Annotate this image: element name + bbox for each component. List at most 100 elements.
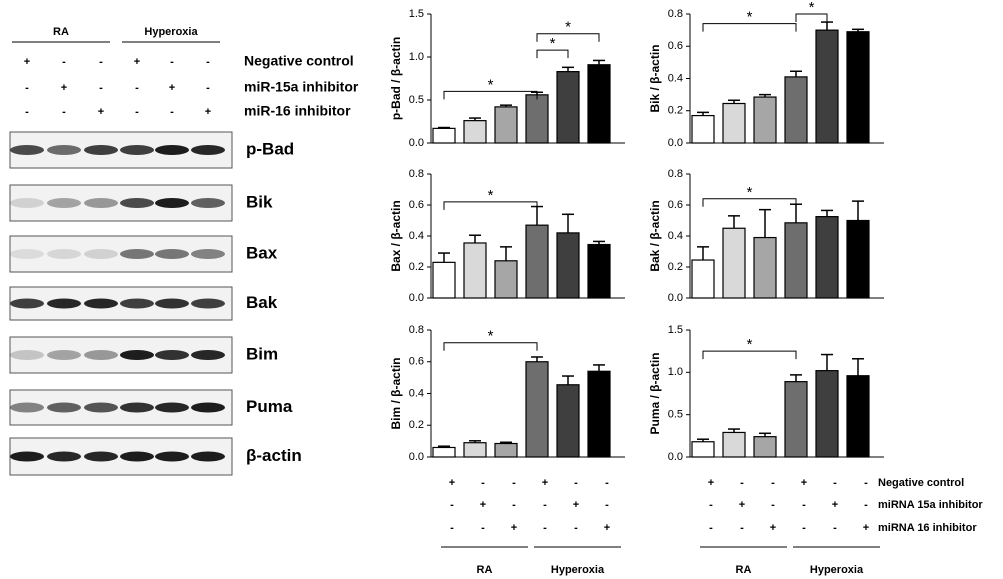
treatment-label: miR-16 inhibitor: [244, 103, 351, 119]
blot-band: [120, 249, 154, 259]
error-bar: [593, 60, 605, 64]
bar: [588, 245, 610, 298]
y-tick-label: 0.0: [409, 451, 424, 463]
y-tick-label: 0.2: [668, 261, 683, 273]
y-tick-label: 0.8: [409, 324, 424, 336]
blot-band: [155, 145, 189, 155]
treatment-mark: +: [832, 499, 838, 511]
y-tick-label: 0.2: [668, 105, 683, 117]
bar: [816, 30, 838, 143]
treatment-mark: -: [25, 82, 29, 94]
blot-band: [10, 249, 44, 259]
y-tick-label: 1.0: [409, 51, 424, 63]
bar: [433, 128, 455, 143]
bar: [816, 371, 838, 457]
blot-band: [10, 145, 44, 155]
bar: [785, 77, 807, 143]
treatment-label: miR-15a inhibitor: [244, 79, 359, 95]
error-bar: [562, 376, 574, 385]
treatment-mark: +: [739, 499, 745, 511]
band-label: Puma: [246, 397, 293, 416]
band-label: Bak: [246, 293, 278, 312]
treatment-mark: -: [709, 499, 713, 511]
bar: [723, 103, 745, 143]
error-bar: [821, 22, 833, 30]
bar: [785, 223, 807, 298]
error-bar: [790, 375, 802, 382]
blot-band: [155, 249, 189, 259]
error-bar: [438, 253, 450, 262]
blot-band: [10, 403, 44, 413]
y-tick-label: 0.5: [409, 94, 424, 106]
blot-band: [191, 249, 225, 259]
treatment-mark: +: [169, 82, 175, 94]
error-bar: [852, 359, 864, 376]
band-label: Bik: [246, 192, 273, 211]
blot-band: [191, 403, 225, 413]
bar: [785, 382, 807, 457]
y-tick-label: 0.4: [409, 230, 424, 242]
error-bar: [821, 210, 833, 216]
y-tick-label: 0.8: [409, 168, 424, 180]
blot-band: [120, 403, 154, 413]
bar: [557, 233, 579, 298]
y-tick-label: 0.5: [668, 409, 683, 421]
blot-band: [10, 452, 44, 462]
bar: [526, 225, 548, 298]
bar: [692, 260, 714, 298]
blot-band: [84, 249, 118, 259]
treatment-label: miRNA 16 inhibitor: [878, 522, 977, 534]
error-bar: [500, 247, 512, 261]
bar: [754, 437, 776, 457]
treatment-mark: +: [863, 522, 869, 534]
blot-band: [84, 299, 118, 309]
bar: [495, 107, 517, 143]
y-axis-label: Bak / β-actin: [648, 200, 662, 271]
bar: [588, 371, 610, 457]
blot-band: [10, 350, 44, 360]
treatment-mark: +: [573, 499, 579, 511]
band-label: p-Bad: [246, 139, 294, 158]
treatment-mark: -: [512, 499, 516, 511]
bar: [588, 65, 610, 143]
y-tick-label: 0.2: [409, 261, 424, 273]
blot-band: [84, 403, 118, 413]
blot-band: [47, 249, 81, 259]
blot-band: [155, 198, 189, 208]
blot-group-label: RA: [53, 26, 69, 38]
blot-band: [191, 198, 225, 208]
bar: [723, 228, 745, 298]
treatment-mark: -: [864, 499, 868, 511]
treatment-mark: -: [771, 477, 775, 489]
significance-label: *: [747, 9, 753, 26]
y-tick-label: 0.8: [668, 8, 683, 20]
significance-label: *: [488, 328, 494, 345]
blot-band: [120, 299, 154, 309]
treatment-mark: -: [206, 56, 210, 68]
error-bar: [759, 210, 771, 238]
treatment-mark: +: [61, 82, 67, 94]
bar: [557, 385, 579, 457]
treatment-mark: -: [170, 106, 174, 118]
y-axis-label: Puma / β-actin: [648, 352, 662, 434]
error-bar: [852, 201, 864, 220]
treatment-mark: +: [770, 522, 776, 534]
error-bar: [562, 67, 574, 71]
blot-band: [84, 452, 118, 462]
blot-band: [191, 452, 225, 462]
y-tick-label: 0.0: [668, 137, 683, 149]
treatment-label: Negative control: [878, 477, 964, 489]
y-tick-label: 0.4: [668, 72, 683, 84]
y-tick-label: 0.6: [668, 199, 683, 211]
error-bar: [790, 204, 802, 223]
error-bar: [821, 355, 833, 371]
error-bar: [562, 214, 574, 233]
treatment-mark: -: [170, 56, 174, 68]
bar: [433, 262, 455, 298]
blot-band: [155, 299, 189, 309]
treatment-mark: -: [543, 522, 547, 534]
blot-band: [10, 198, 44, 208]
significance-label: *: [488, 76, 494, 93]
treatment-mark: +: [511, 522, 517, 534]
blot-band: [120, 452, 154, 462]
